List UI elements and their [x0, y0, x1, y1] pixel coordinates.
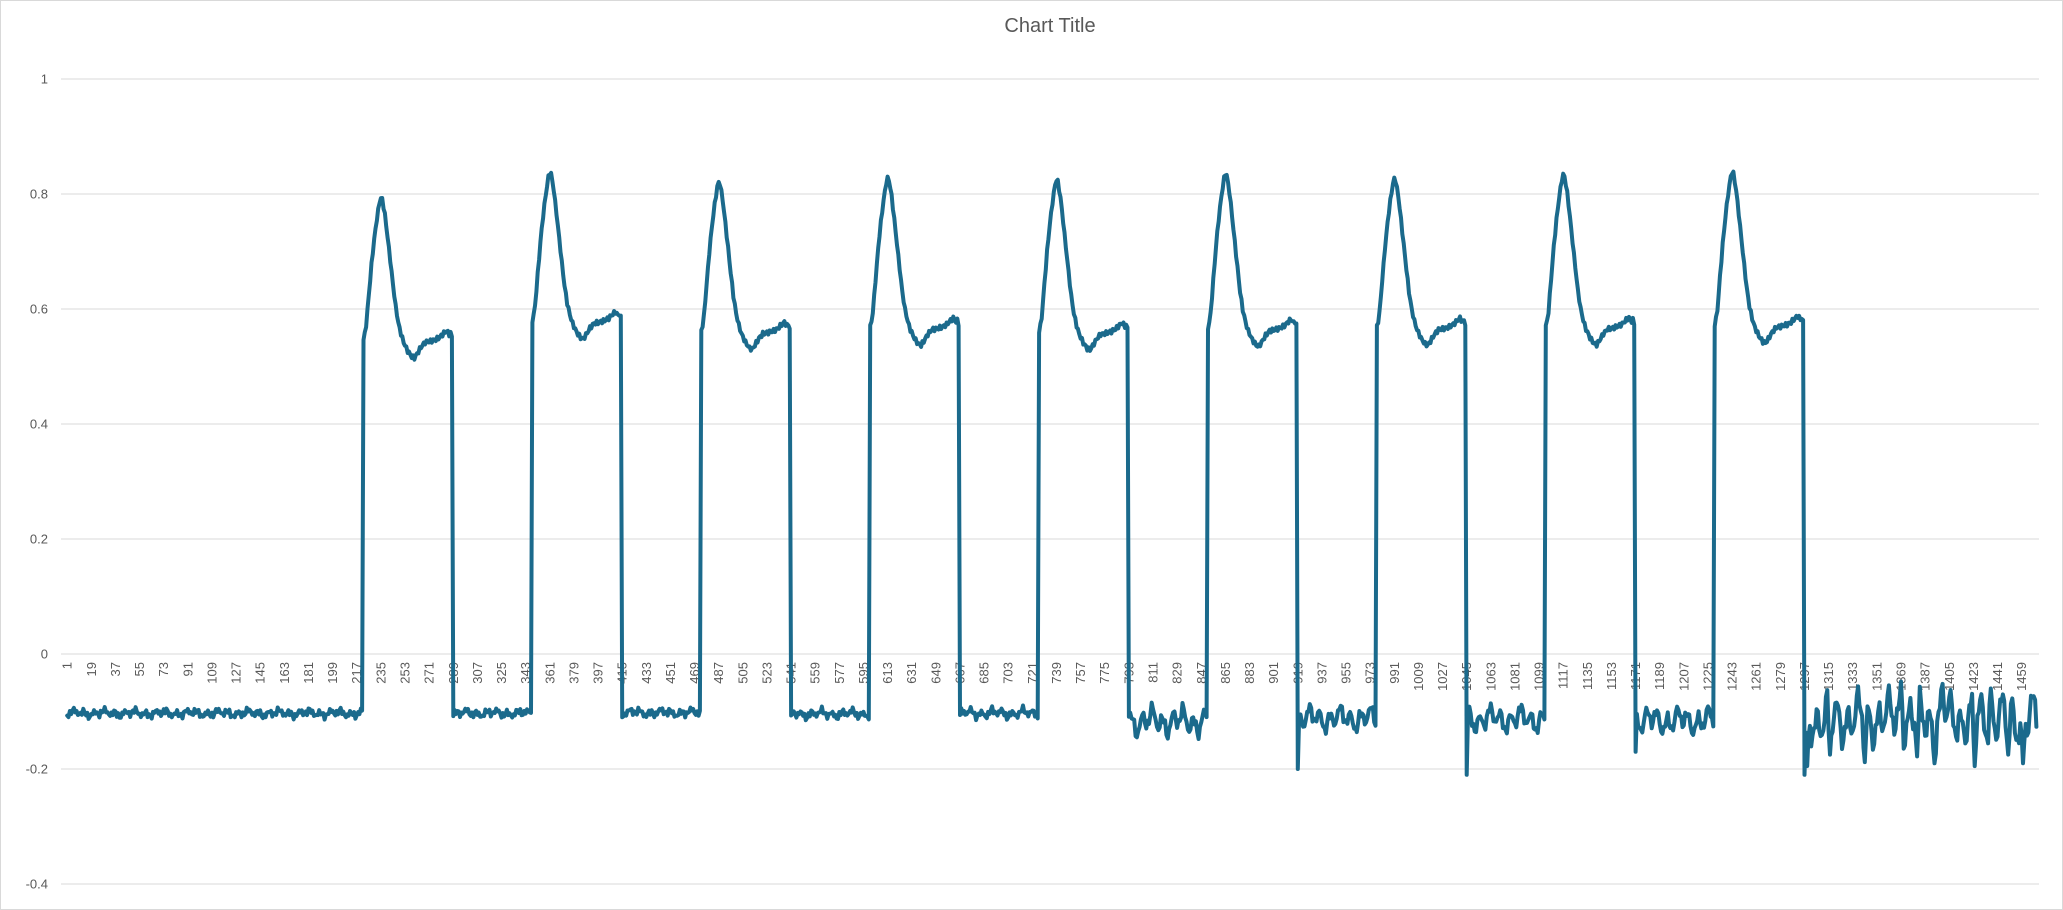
- x-axis-label: 127: [229, 662, 244, 684]
- x-axis-label: 307: [470, 662, 485, 684]
- y-axis-label: 0.2: [30, 532, 48, 547]
- x-axis-label: 739: [1049, 662, 1064, 684]
- x-axis-label: 1279: [1773, 662, 1788, 691]
- chart-title: Chart Title: [1004, 15, 1096, 37]
- x-axis-label: 505: [735, 662, 750, 684]
- x-axis-label: 955: [1339, 662, 1354, 684]
- x-axis-label: 253: [398, 662, 413, 684]
- x-axis-label: 379: [566, 662, 581, 684]
- x-axis-label: 145: [253, 662, 268, 684]
- x-axis-label: 1387: [1918, 662, 1933, 691]
- x-axis-label: 775: [1097, 662, 1112, 684]
- series-line: [65, 169, 2039, 777]
- x-axis-label: 397: [591, 662, 606, 684]
- x-axis-label: 1189: [1652, 662, 1667, 690]
- x-axis-label: 685: [977, 662, 992, 684]
- x-axis-label: 181: [301, 662, 316, 684]
- y-axis-label: -0.4: [26, 877, 48, 892]
- x-axis-label: 433: [639, 662, 654, 684]
- y-axis-labels: 1 0.8 0.6 0.4 0.2 0 -0.2 -0.4: [26, 72, 48, 892]
- x-axis-label: 1369: [1894, 662, 1909, 691]
- x-axis-label: 613: [880, 662, 895, 684]
- x-axis-label: 1135: [1580, 662, 1595, 690]
- x-axis-label: 163: [277, 662, 292, 684]
- y-axis-label: 1: [41, 72, 48, 87]
- x-axis-label: 271: [422, 662, 437, 684]
- x-axis-label: 361: [542, 662, 557, 684]
- gridlines: [61, 78, 2039, 885]
- x-axis-label: 1243: [1725, 662, 1740, 691]
- x-axis-label: 523: [759, 662, 774, 684]
- x-axis-label: 577: [832, 662, 847, 684]
- x-axis-label: 1153: [1604, 662, 1619, 690]
- x-axis-label: 37: [108, 662, 123, 676]
- x-axis-label: 1333: [1845, 662, 1860, 691]
- x-axis-label: 1351: [1869, 662, 1884, 691]
- x-axis-label: 91: [180, 662, 195, 676]
- x-axis-label: 1081: [1507, 662, 1522, 691]
- x-axis-label: 1027: [1435, 662, 1450, 691]
- x-axis-label: 1441: [1990, 662, 2005, 691]
- y-axis-label: 0.8: [30, 187, 48, 202]
- x-axis-label: 1: [60, 662, 75, 669]
- y-axis-label: -0.2: [26, 762, 48, 777]
- x-axis-label: 631: [904, 662, 919, 684]
- x-axis-label: 1207: [1676, 662, 1691, 691]
- x-axis-label: 1261: [1749, 662, 1764, 691]
- x-axis-label: 55: [132, 662, 147, 676]
- x-axis-label: 1009: [1411, 662, 1426, 691]
- x-axis-label: 19: [84, 662, 99, 676]
- y-axis-label: 0.6: [30, 302, 48, 317]
- x-axis-label: 901: [1266, 662, 1281, 684]
- y-axis-label: 0.4: [30, 417, 48, 432]
- x-axis-label: 235: [373, 662, 388, 684]
- x-axis-label: 199: [325, 662, 340, 684]
- x-axis-label: 487: [711, 662, 726, 684]
- x-axis-label: 703: [1001, 662, 1016, 684]
- x-axis-label: 883: [1242, 662, 1257, 684]
- x-axis-label: 1117: [1556, 662, 1571, 689]
- x-axis-label: 1423: [1966, 662, 1981, 691]
- x-axis-label: 757: [1073, 662, 1088, 684]
- x-axis-label: 865: [1218, 662, 1233, 684]
- x-axis-label: 325: [494, 662, 509, 684]
- x-axis-label: 451: [663, 662, 678, 684]
- x-axis-label: 1459: [2014, 662, 2029, 691]
- y-axis-label: 0: [41, 647, 48, 662]
- x-axis-label: 109: [204, 662, 219, 684]
- x-axis-label: 937: [1314, 662, 1329, 684]
- x-axis-label: 829: [1170, 662, 1185, 684]
- x-axis-label: 73: [156, 662, 171, 676]
- x-axis-labels: 1 19 37 55 73 91 109 127 145 163 181 199 217 235 253 27…: [60, 662, 2029, 691]
- x-axis-label: 649: [928, 662, 943, 684]
- x-axis-label: 1405: [1942, 662, 1957, 691]
- x-axis-label: 811: [1146, 662, 1161, 683]
- x-axis-label: 991: [1387, 662, 1402, 684]
- x-axis-label: 559: [808, 662, 823, 684]
- x-axis-label: 1063: [1483, 662, 1498, 691]
- x-axis-label: 1315: [1821, 662, 1836, 691]
